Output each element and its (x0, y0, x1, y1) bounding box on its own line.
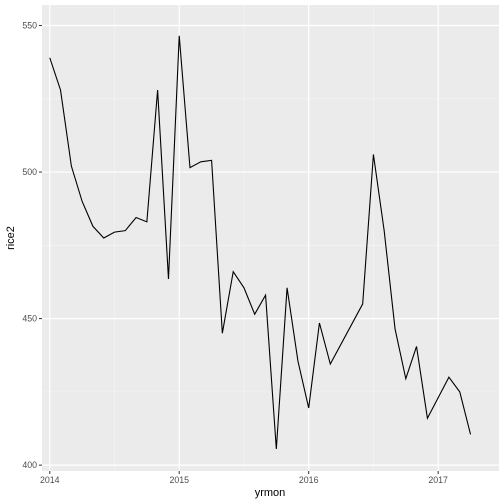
major-grid (42, 5, 499, 471)
y-tick-label: 550 (22, 21, 37, 31)
y-tick-label: 500 (22, 167, 37, 177)
x-tick-label: 2014 (40, 475, 60, 485)
x-axis-title: yrmon (255, 487, 286, 499)
x-tick-label: 2017 (428, 475, 448, 485)
y-tick-label: 450 (22, 314, 37, 324)
x-tick-label: 2015 (169, 475, 189, 485)
series-line (49, 35, 472, 450)
x-tick-label: 2016 (299, 475, 319, 485)
x-axis: 2014 2015 2016 2017 (40, 471, 448, 485)
y-axis-title: rice2 (5, 226, 17, 250)
minor-grid (42, 5, 499, 471)
y-axis: 400 450 500 550 (22, 21, 42, 470)
plot-panel (42, 5, 499, 471)
y-tick-label: 400 (22, 460, 37, 470)
